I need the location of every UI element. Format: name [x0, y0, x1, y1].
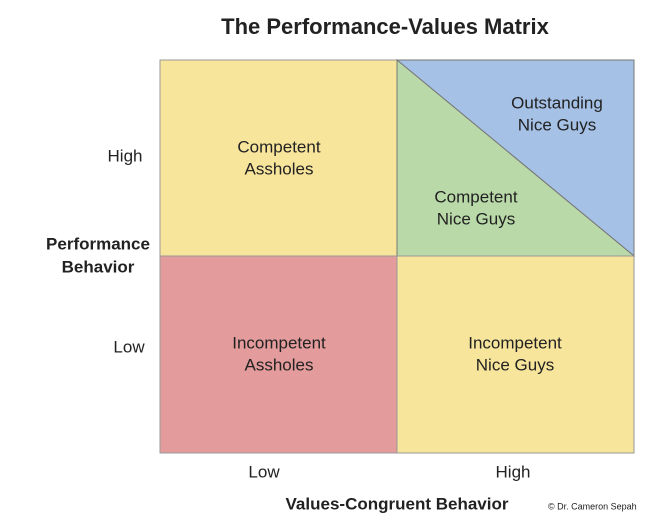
y-axis-label: Behavior: [62, 257, 135, 276]
cell-label: Nice Guys: [437, 209, 515, 228]
x-tick-label: High: [496, 462, 531, 481]
cell-label: Assholes: [245, 355, 314, 374]
cell-bottom-left: [159, 255, 398, 454]
cell-label: Competent: [434, 187, 517, 206]
y-tick-label: Low: [113, 337, 145, 356]
cell-label: Nice Guys: [476, 355, 554, 374]
cell-bottom-right: [396, 255, 635, 454]
cell-label: Incompetent: [468, 333, 562, 352]
cell-top-left: [159, 59, 398, 257]
y-axis-label: Performance: [46, 234, 150, 253]
x-axis-label: Values-Congruent Behavior: [286, 494, 509, 513]
y-tick-label: High: [108, 146, 143, 165]
cell-label: Nice Guys: [518, 115, 596, 134]
cell-label: Outstanding: [511, 93, 603, 112]
cell-label: Assholes: [245, 159, 314, 178]
x-tick-label: Low: [248, 462, 280, 481]
credit: © Dr. Cameron Sepah: [548, 501, 637, 511]
title: The Performance-Values Matrix: [221, 14, 549, 39]
cell-label: Incompetent: [232, 333, 326, 352]
cell-label: Competent: [237, 137, 320, 156]
